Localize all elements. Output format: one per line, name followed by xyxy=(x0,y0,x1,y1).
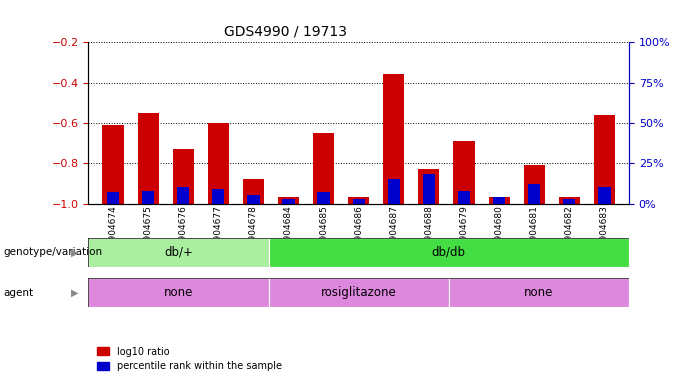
Bar xyxy=(278,197,299,204)
Bar xyxy=(458,190,470,204)
Text: agent: agent xyxy=(3,288,33,298)
Bar xyxy=(269,238,629,267)
Bar xyxy=(528,184,541,204)
Bar xyxy=(103,125,124,204)
Bar xyxy=(598,187,611,204)
Bar xyxy=(248,195,260,204)
Bar xyxy=(208,123,228,204)
Text: db/db: db/db xyxy=(432,246,466,259)
Bar xyxy=(388,179,400,204)
Bar xyxy=(88,238,269,267)
Bar xyxy=(594,115,615,204)
Bar xyxy=(348,197,369,204)
Bar xyxy=(107,192,119,204)
Text: none: none xyxy=(164,286,193,299)
Text: genotype/variation: genotype/variation xyxy=(3,247,103,258)
Bar xyxy=(318,192,330,204)
Bar xyxy=(269,278,449,307)
Bar xyxy=(212,189,224,204)
Bar xyxy=(423,174,435,204)
Bar xyxy=(177,187,189,204)
Text: GDS4990 / 19713: GDS4990 / 19713 xyxy=(224,25,347,39)
Bar xyxy=(559,197,580,204)
Bar xyxy=(454,141,475,204)
Bar xyxy=(489,197,509,204)
Bar xyxy=(142,190,154,204)
Bar xyxy=(313,133,334,204)
Bar xyxy=(418,169,439,204)
Bar xyxy=(88,278,269,307)
Text: rosiglitazone: rosiglitazone xyxy=(321,286,396,299)
Text: ▶: ▶ xyxy=(71,288,78,298)
Bar xyxy=(563,199,575,204)
Bar xyxy=(493,197,505,204)
Bar xyxy=(282,199,294,204)
Bar xyxy=(524,165,545,204)
Bar xyxy=(173,149,194,204)
Bar xyxy=(243,179,264,204)
Bar xyxy=(352,199,365,204)
Legend: log10 ratio, percentile rank within the sample: log10 ratio, percentile rank within the … xyxy=(93,343,286,375)
Text: db/+: db/+ xyxy=(164,246,193,259)
Text: ▶: ▶ xyxy=(71,247,78,258)
Bar xyxy=(384,74,405,204)
Bar xyxy=(137,113,158,204)
Bar xyxy=(449,278,629,307)
Text: none: none xyxy=(524,286,554,299)
